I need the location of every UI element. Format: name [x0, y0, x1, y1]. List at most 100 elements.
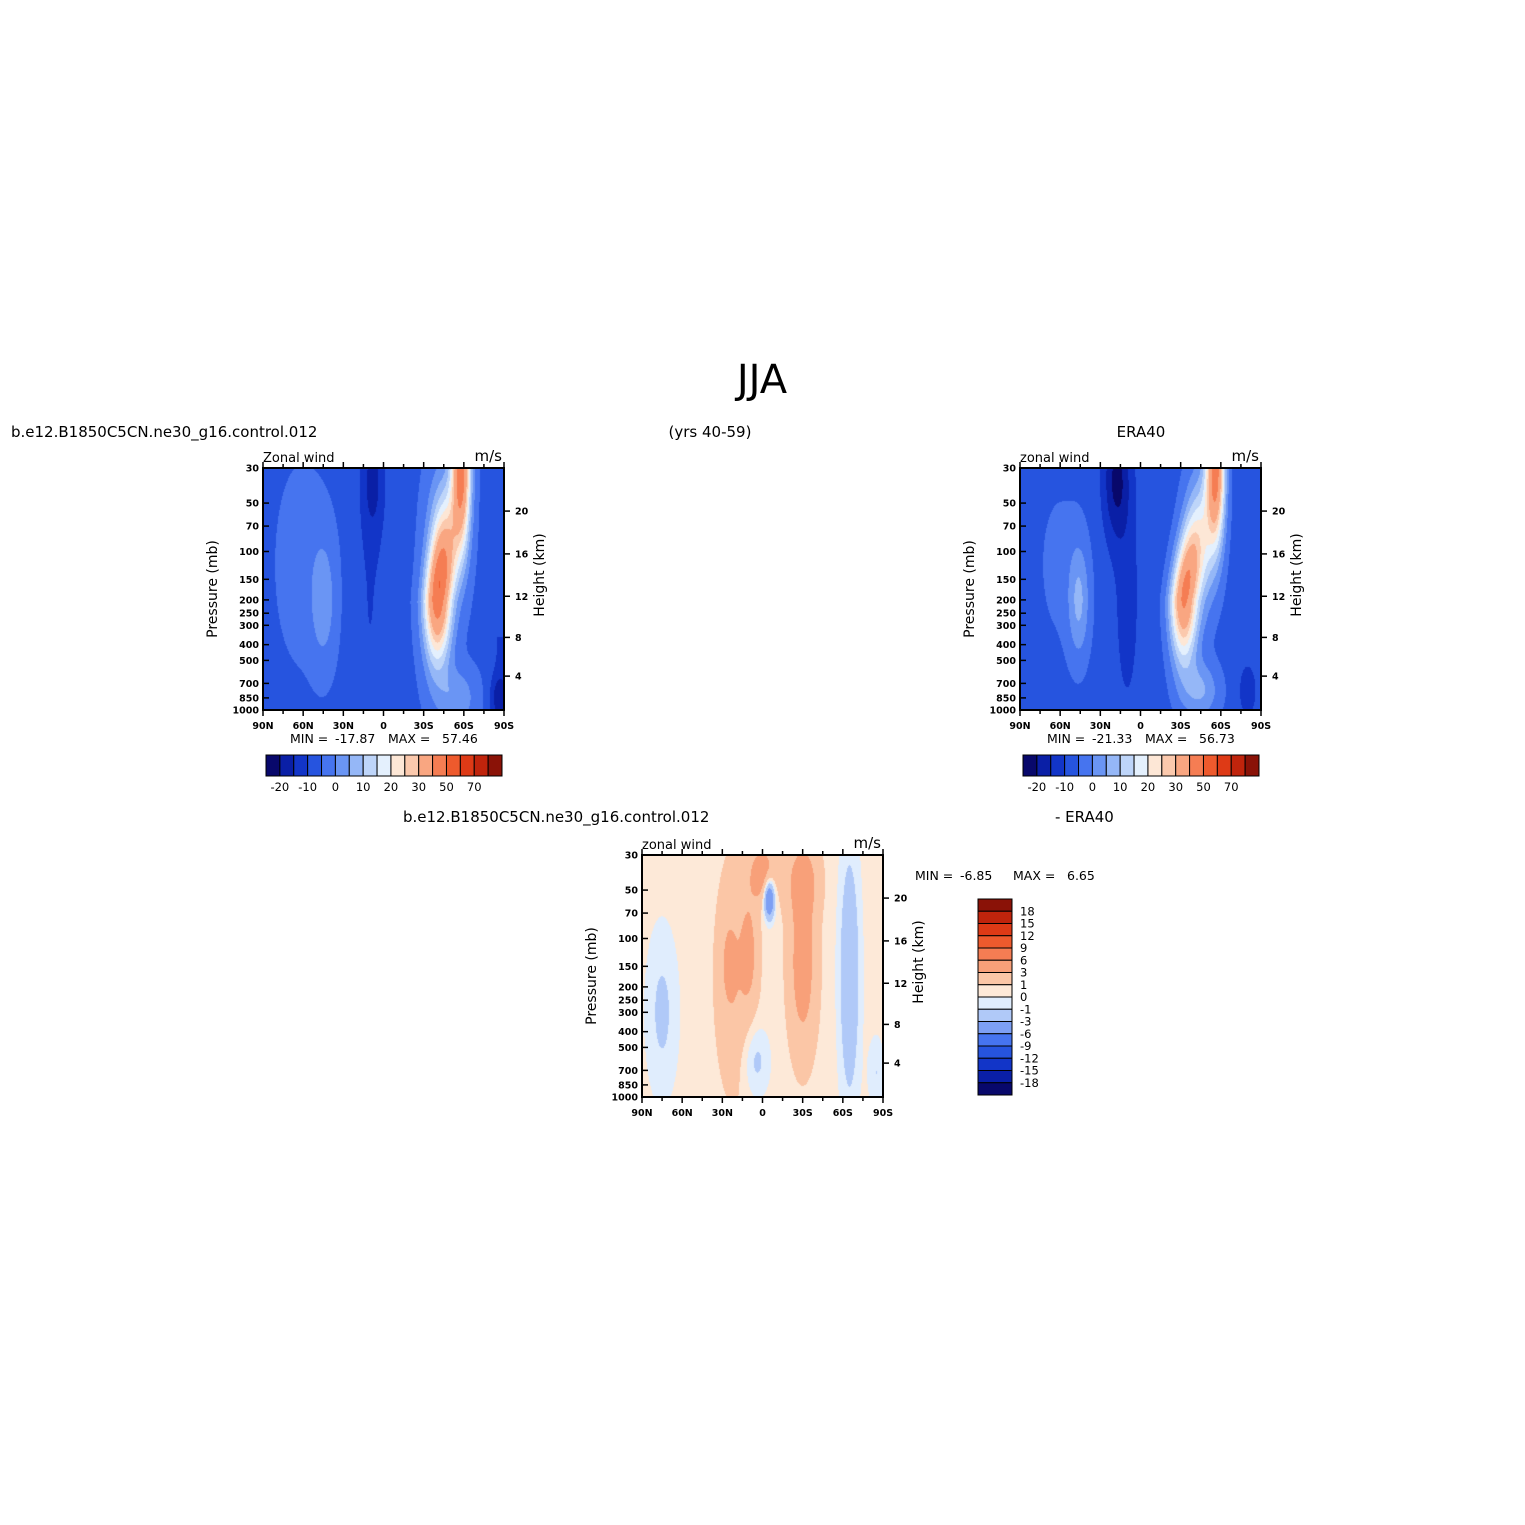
y-tick-label: 400 [996, 640, 1016, 651]
colorbar-box [321, 754, 336, 777]
case-name-top: b.e12.B1850C5CN.ne30_g16.control.012 [11, 423, 317, 442]
y-tick-label: 100 [618, 934, 638, 945]
x-tick-label: 90S [1251, 721, 1271, 732]
y-tick-label: 700 [618, 1066, 638, 1077]
colorbar-label: -20 [270, 780, 289, 794]
colorbar-box [977, 959, 1013, 973]
panel-title-left: Zonal wind [263, 451, 335, 466]
x-tick-label: 30N [333, 721, 354, 732]
y-tick-label: 200 [618, 982, 638, 993]
y-tick-label: 700 [239, 679, 259, 690]
y-tick-label: 1000 [233, 706, 260, 717]
colorbar-box [977, 1082, 1013, 1096]
colorbar-box [293, 754, 309, 777]
colorbar-box [265, 754, 281, 777]
y-tick-label: 150 [618, 962, 638, 973]
y-tick-label: 300 [239, 621, 259, 632]
colorbar-label: 30 [411, 780, 426, 794]
panel-title-right: m/s [854, 834, 882, 852]
panel-title-right: m/s [475, 447, 503, 465]
y-right-tick-label: 8 [894, 1020, 901, 1031]
colorbar-label: -15 [1020, 1064, 1039, 1078]
y-right-tick-label: 8 [515, 633, 522, 644]
x-tick-label: 30N [712, 1108, 733, 1119]
max-label: MAX = [1145, 731, 1187, 746]
y-tick-label: 1000 [612, 1093, 639, 1104]
max-label: MAX = [1013, 868, 1055, 883]
y-tick-label: 70 [625, 909, 639, 920]
contour-field [1020, 468, 1261, 710]
min-value: -6.85 [960, 868, 992, 883]
colorbar-label: 20 [384, 780, 399, 794]
x-tick-label: 90S [494, 721, 514, 732]
max-label: MAX = [388, 731, 430, 746]
model-panel: Zonal wind m/s 90N 60N 30N 0 30S 60S 90S 30 50 70 10… [205, 447, 548, 794]
y-tick-label: 850 [618, 1080, 638, 1091]
colorbar-label: 0 [332, 780, 339, 794]
min-value: -17.87 [335, 731, 375, 746]
diff-suffix-label: - ERA40 [1055, 808, 1114, 826]
colorbar-box [376, 754, 392, 777]
colorbar-box [1175, 754, 1191, 777]
colorbar-box [1036, 754, 1052, 777]
colorbar-box [977, 935, 1013, 949]
y-tick-label: 250 [618, 996, 638, 1007]
min-value: -21.33 [1092, 731, 1132, 746]
x-tick-label: 60S [833, 1108, 853, 1119]
y-right-tick-label: 4 [515, 672, 522, 683]
obs-panel: zonal wind m/s 90N 60N 30N 0 30S 60S 90S 30 50 70 10… [962, 447, 1305, 794]
x-tick-label: 0 [1137, 721, 1144, 732]
y-right-tick-label: 16 [515, 549, 529, 560]
colorbar-box [445, 754, 461, 777]
colorbar-box [390, 754, 406, 777]
colorbar-label: -1 [1020, 1002, 1031, 1016]
y-right-tick-label: 20 [1272, 507, 1286, 518]
colorbar-box [977, 1021, 1013, 1035]
x-tick-label: 90N [1009, 721, 1030, 732]
y-right-tick-label: 12 [1272, 592, 1285, 603]
figure-title: JJA [734, 357, 788, 403]
y-axis-label: Pressure (mb) [205, 540, 221, 638]
min-label: MIN = [1047, 731, 1085, 746]
colorbar-label: 50 [439, 780, 454, 794]
colorbar-box [1022, 754, 1038, 777]
y-tick-label: 100 [996, 547, 1016, 558]
y-tick-label: 250 [239, 609, 259, 620]
panel-title-left: zonal wind [642, 838, 711, 853]
y-tick-label: 700 [996, 679, 1016, 690]
y-tick-label: 500 [996, 656, 1016, 667]
y-axis-label: Pressure (mb) [962, 540, 978, 638]
colorbar-label: 70 [467, 780, 482, 794]
min-label: MIN = [915, 868, 953, 883]
colorbar-label: 1 [1020, 978, 1027, 992]
colorbar-box [279, 754, 295, 777]
y-tick-label: 850 [996, 693, 1016, 704]
y-tick-label: 400 [239, 640, 259, 651]
y-tick-label: 300 [618, 1008, 638, 1019]
y-right-tick-label: 4 [1272, 672, 1279, 683]
colorbar-box [1189, 754, 1204, 777]
colorbar-box [1119, 754, 1135, 777]
colorbar-label: -20 [1027, 780, 1046, 794]
colorbar-box [1078, 754, 1093, 777]
colorbar-label: 0 [1089, 780, 1096, 794]
x-tick-label: 90N [252, 721, 273, 732]
y-tick-label: 400 [618, 1027, 638, 1038]
colorbar-label: 3 [1020, 966, 1027, 980]
y-tick-label: 70 [246, 522, 260, 533]
colorbar-box [1105, 754, 1121, 777]
colorbar-label: -6 [1020, 1027, 1031, 1041]
panel-title-left: zonal wind [1020, 451, 1089, 466]
y-tick-label: 1000 [990, 706, 1017, 717]
x-tick-label: 30S [793, 1108, 813, 1119]
colorbar-box [1244, 754, 1260, 777]
colorbar-label: -10 [1055, 780, 1074, 794]
y-tick-label: 500 [618, 1043, 638, 1054]
colorbar-label: -10 [298, 780, 317, 794]
colorbar-box [307, 754, 323, 777]
y-tick-label: 30 [1003, 464, 1017, 475]
colorbar-label: 70 [1224, 780, 1239, 794]
x-tick-label: 90S [873, 1108, 893, 1119]
colorbar-box [977, 1070, 1013, 1084]
